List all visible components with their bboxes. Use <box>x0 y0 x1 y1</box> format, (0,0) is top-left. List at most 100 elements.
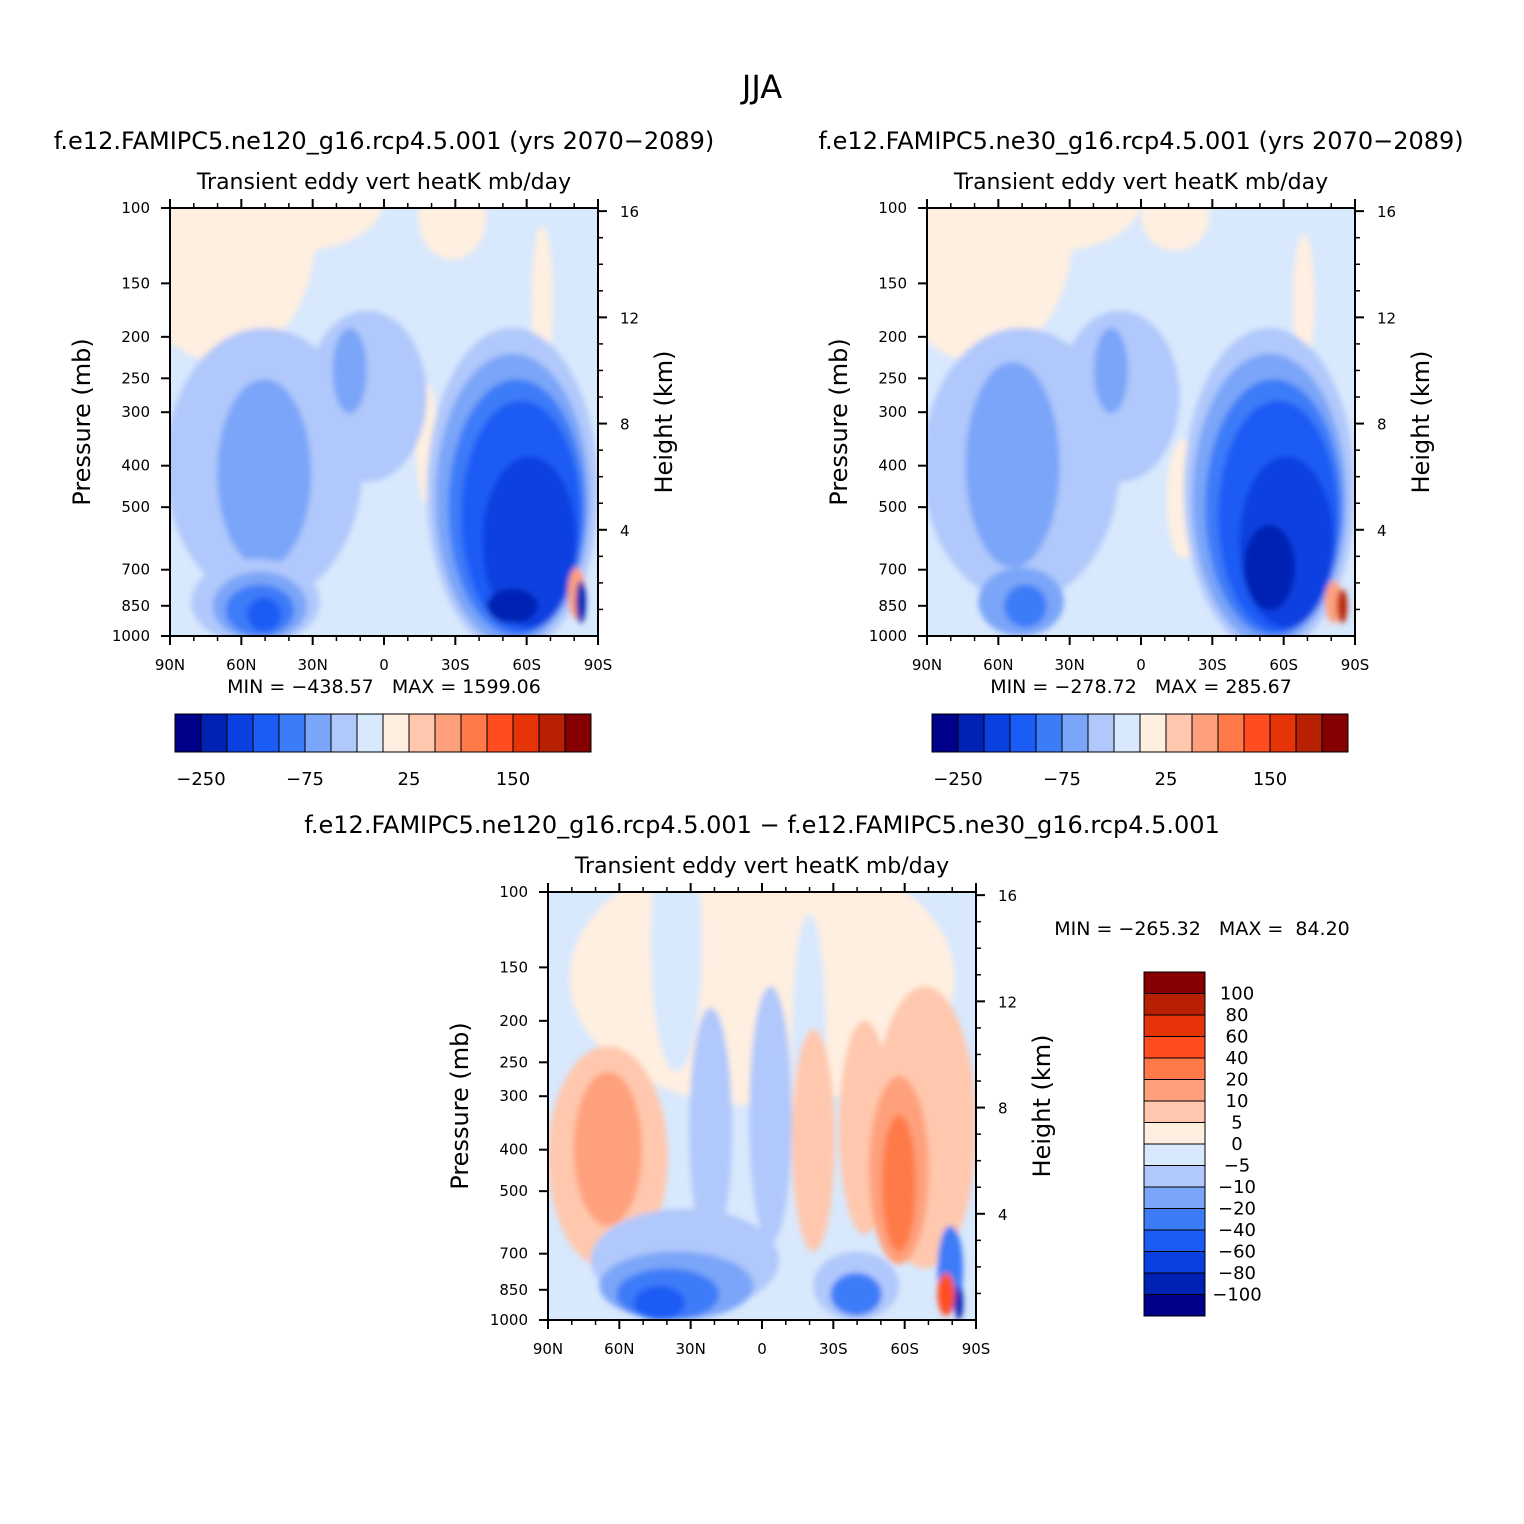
colorbar-swatch <box>957 713 985 753</box>
colorbar-swatch <box>278 713 306 753</box>
contour-band <box>1337 588 1348 624</box>
colorbar-swatch <box>1143 1057 1206 1080</box>
colorbar-swatch <box>408 713 436 753</box>
right-tick-label: 8 <box>620 416 630 434</box>
figure-title: JJA <box>740 68 782 106</box>
colorbar-swatch <box>252 713 280 753</box>
colorbar-label: −75 <box>286 769 324 790</box>
colorbar-swatch <box>931 713 959 753</box>
colorbar-swatch <box>1087 713 1115 753</box>
y-tick-label: 150 <box>121 274 150 292</box>
panel-ne120: f.e12.FAMIPC5.ne120_g16.rcp4.5.001 (yrs … <box>54 127 715 790</box>
colorbar-swatch <box>1143 1122 1206 1145</box>
y-tick-label: 150 <box>499 958 528 976</box>
colorbar-label: 60 <box>1226 1027 1249 1048</box>
colorbar-label: −20 <box>1218 1199 1256 1220</box>
y-tick-label: 500 <box>499 1182 528 1200</box>
colorbar-swatch <box>1143 971 1206 994</box>
y-tick-label: 700 <box>121 561 150 579</box>
x-tick-label: 30S <box>1198 656 1227 674</box>
colorbar-label: −250 <box>176 769 225 790</box>
right-tick-label: 4 <box>998 1206 1008 1224</box>
axes: 90N 60N 30N 0 30S 60S 90S 100 150 200 250 300 400 500… <box>490 883 1017 1358</box>
y-axis-label: Pressure (mb) <box>825 338 853 505</box>
contour-band <box>214 208 383 251</box>
x-tick-label: 90S <box>584 656 613 674</box>
colorbar-label: 5 <box>1231 1113 1242 1134</box>
colorbar-swatch <box>1269 713 1297 753</box>
colorbar-swatch <box>1295 713 1323 753</box>
x-tick-label: 90N <box>533 1340 563 1358</box>
contour-field <box>927 208 1355 636</box>
right-axis-label: Height (km) <box>1028 1035 1056 1178</box>
y-tick-label: 150 <box>878 274 907 292</box>
colorbar-label: −250 <box>933 769 982 790</box>
x-tick-label: 30S <box>819 1340 848 1358</box>
colorbar-swatch <box>1143 1014 1206 1037</box>
contour-band <box>749 986 792 1243</box>
right-tick-label: 4 <box>620 522 630 540</box>
contour-band <box>332 327 367 414</box>
colorbar-swatch <box>1143 1100 1206 1123</box>
y-tick-label: 850 <box>121 597 150 615</box>
colorbar-label: −60 <box>1218 1242 1256 1263</box>
y-tick-label: 100 <box>121 199 150 217</box>
contour-field <box>170 208 598 636</box>
colorbar-label: −100 <box>1212 1285 1261 1306</box>
y-tick-label: 1000 <box>869 627 907 645</box>
colorbar-swatch <box>1217 713 1245 753</box>
panel-subtitle: Transient eddy vert heatK mb/day <box>196 170 571 195</box>
x-tick-label: 60S <box>512 656 541 674</box>
x-tick-label: 30N <box>676 1340 706 1358</box>
colorbar-swatch <box>1143 1251 1206 1274</box>
colorbar-label: 150 <box>496 769 530 790</box>
contour-band <box>791 1028 835 1252</box>
x-tick-label: 90N <box>155 656 185 674</box>
colorbar-label: 20 <box>1226 1070 1249 1091</box>
colorbar-label: 100 <box>1220 984 1254 1005</box>
y-tick-label: 300 <box>499 1087 528 1105</box>
colorbar-swatch <box>1061 713 1089 753</box>
x-tick-label: 90N <box>912 656 942 674</box>
colorbar-label: −40 <box>1218 1220 1256 1241</box>
colorbar-label: 25 <box>1155 769 1178 790</box>
y-tick-label: 400 <box>121 457 150 475</box>
axes: 90N 60N 30N 0 30S 60S 90S 100 150 200 250 300 400 500… <box>112 199 639 674</box>
x-tick-label: 60S <box>890 1340 919 1358</box>
contour-band <box>954 1285 964 1320</box>
colorbar-label: 10 <box>1226 1091 1249 1112</box>
y-axis-label: Pressure (mb) <box>68 338 96 505</box>
colorbar-swatch <box>174 713 202 753</box>
x-tick-label: 60N <box>983 656 1013 674</box>
y-tick-label: 200 <box>121 328 150 346</box>
colorbar-swatch <box>1143 1079 1206 1102</box>
x-tick-label: 0 <box>757 1340 767 1358</box>
y-tick-label: 200 <box>499 1012 528 1030</box>
x-tick-label: 60N <box>604 1340 634 1358</box>
right-axis-label: Height (km) <box>650 351 678 494</box>
colorbar-swatch <box>1009 713 1037 753</box>
contour-band <box>881 1114 917 1252</box>
contour-band <box>937 1272 955 1316</box>
x-tick-label: 90S <box>1341 656 1370 674</box>
min-max-stats: MIN = −278.72 MAX = 285.67 <box>990 676 1292 698</box>
right-tick-label: 8 <box>998 1100 1008 1118</box>
y-tick-label: 250 <box>121 369 150 387</box>
colorbar-swatch <box>356 713 384 753</box>
min-max-stats: MIN = −265.32 MAX = 84.20 <box>1054 918 1350 940</box>
contour-band <box>418 208 487 260</box>
colorbar-swatch <box>1243 713 1271 753</box>
contour-bands <box>927 208 1355 636</box>
contour-band <box>633 1285 685 1320</box>
colorbar-swatch <box>538 713 566 753</box>
right-tick-label: 16 <box>998 887 1017 905</box>
colorbar: −250 −75 25 150 <box>931 713 1349 790</box>
panel-title: f.e12.FAMIPC5.ne120_g16.rcp4.5.001 (yrs … <box>54 127 715 155</box>
contour-bands <box>170 208 598 636</box>
y-tick-label: 850 <box>878 597 907 615</box>
y-tick-label: 400 <box>499 1141 528 1159</box>
colorbar-label: −75 <box>1043 769 1081 790</box>
contour-band <box>575 580 587 624</box>
y-tick-label: 700 <box>878 561 907 579</box>
